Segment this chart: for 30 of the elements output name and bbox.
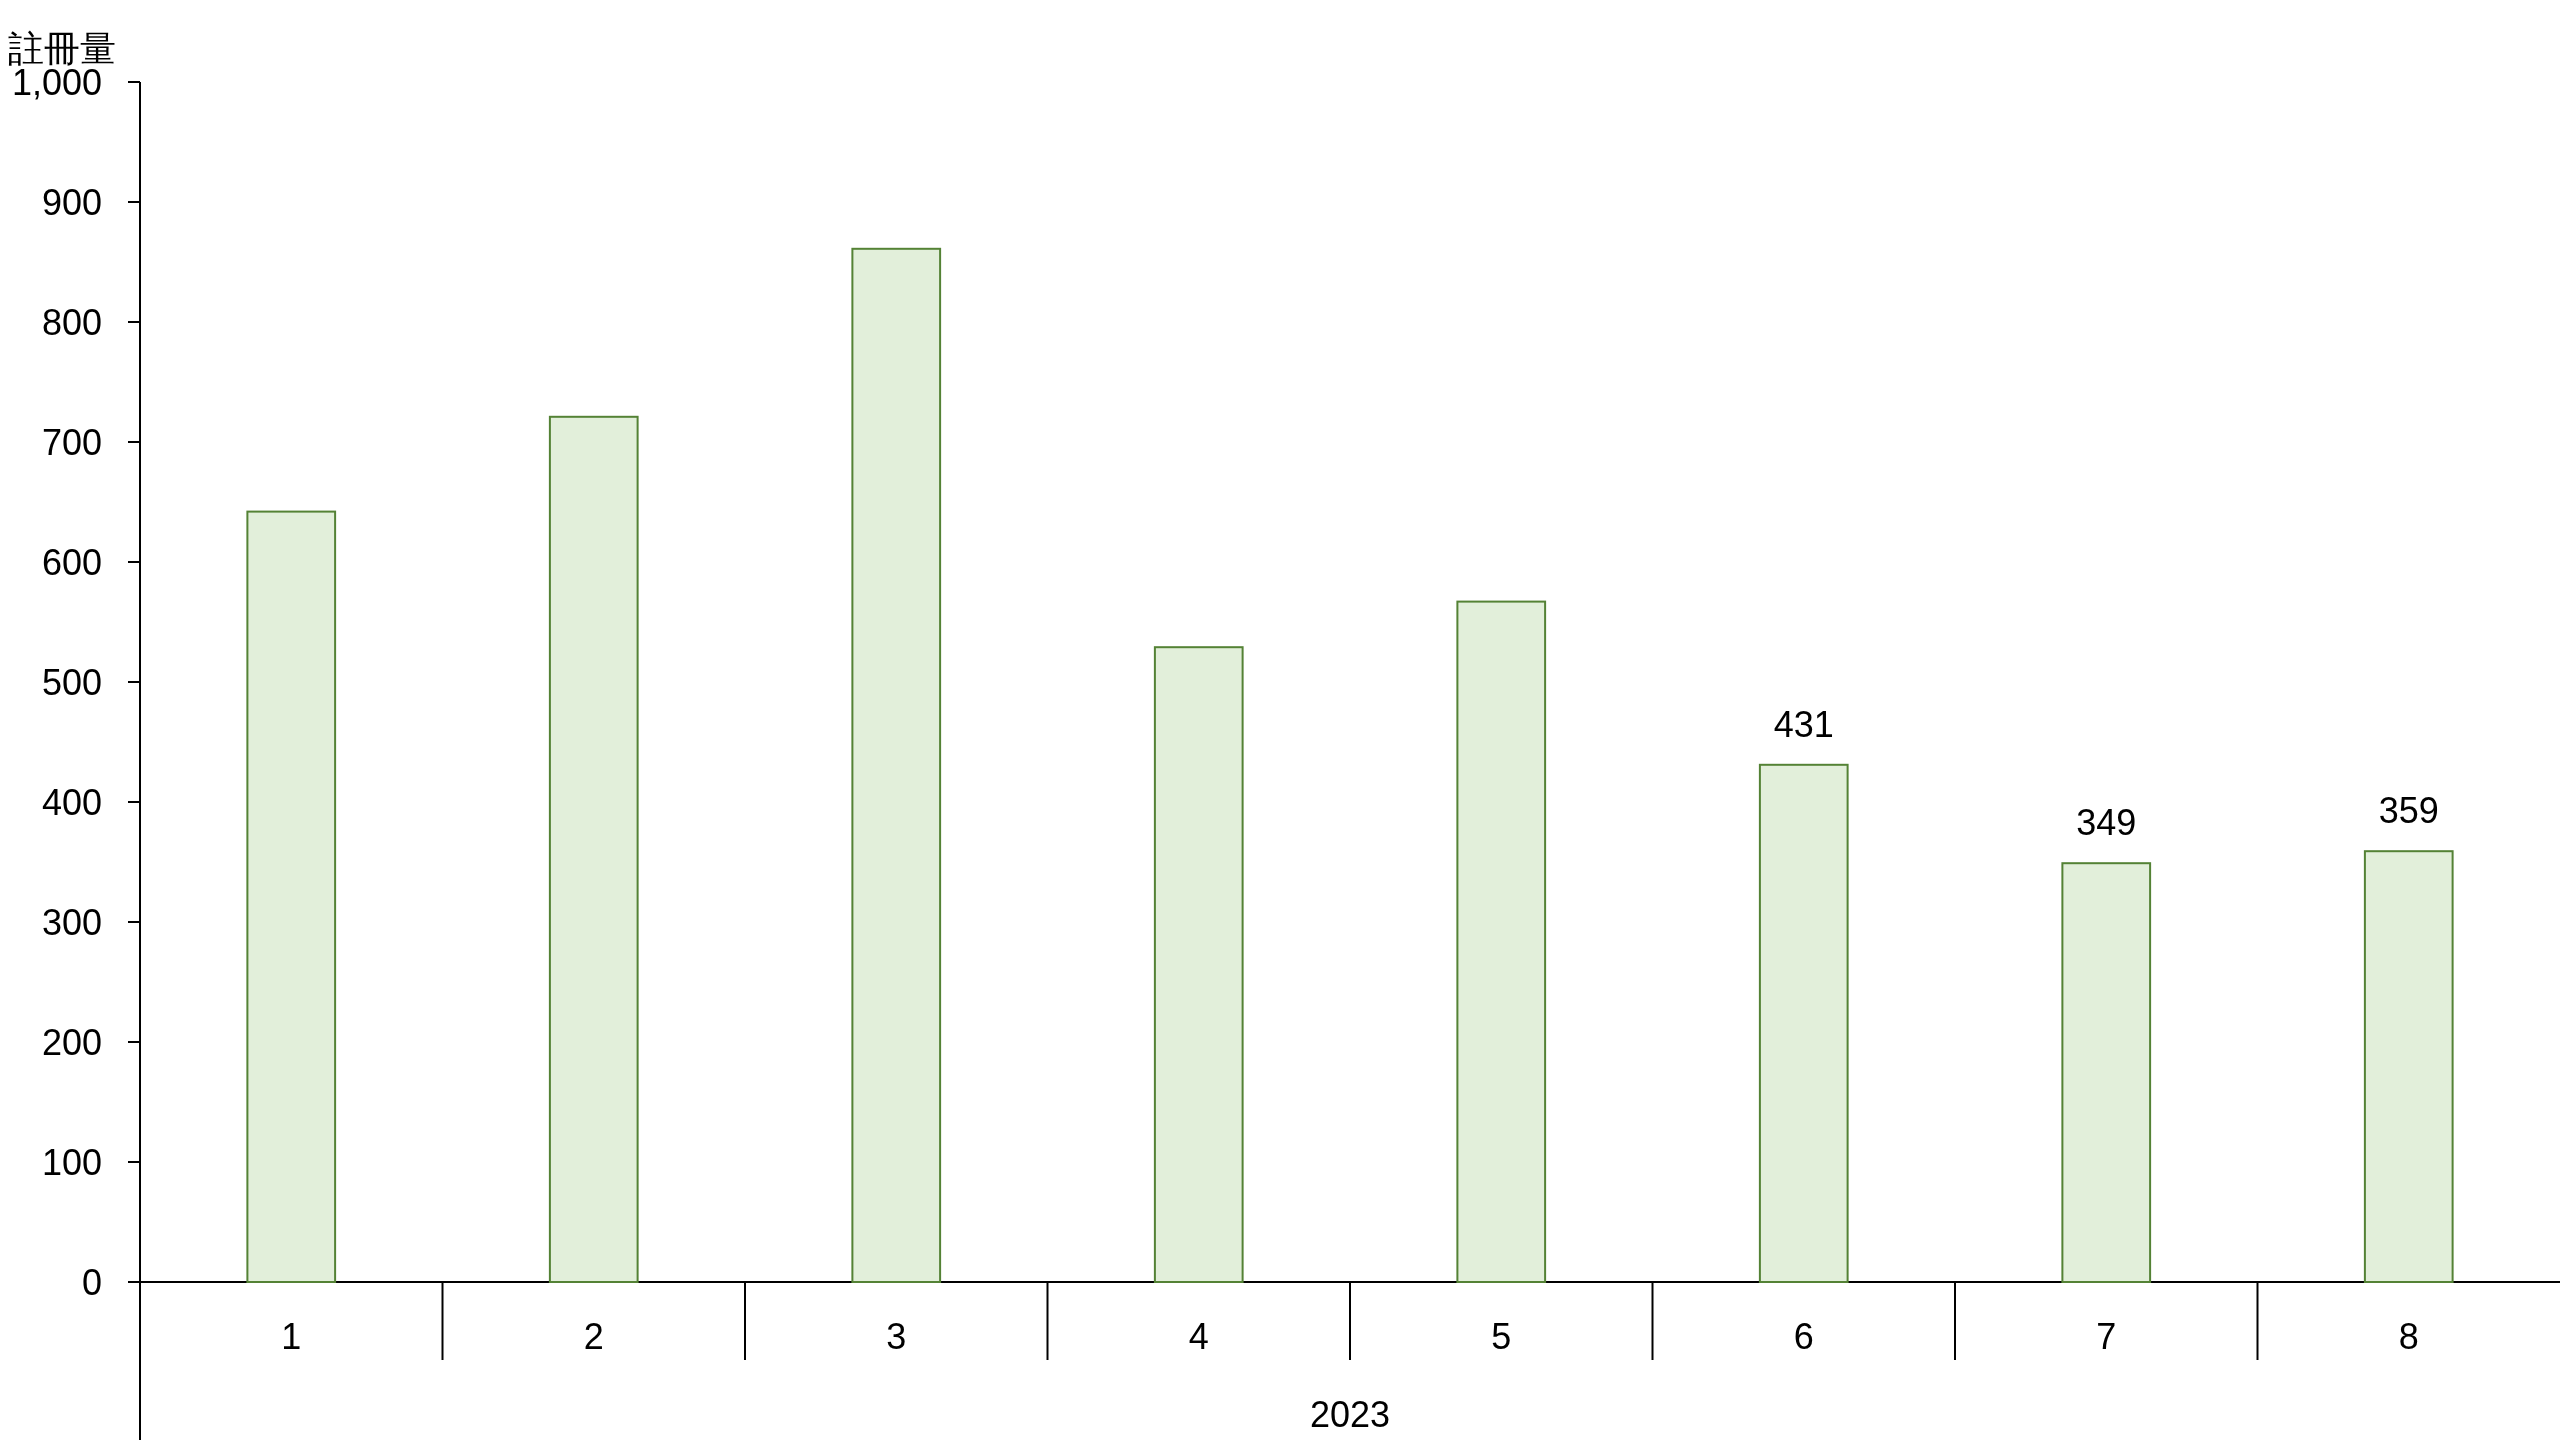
bar bbox=[548, 415, 639, 1283]
bar bbox=[1456, 600, 1547, 1283]
x-tick-label: 5 bbox=[1491, 1315, 1512, 1357]
bar bbox=[851, 247, 942, 1283]
data-label: 431 bbox=[1773, 703, 1834, 745]
y-tick-label: 700 bbox=[41, 421, 102, 463]
y-tick-label: 500 bbox=[41, 661, 102, 703]
x-tick-label: 7 bbox=[2096, 1315, 2117, 1357]
bar bbox=[2061, 862, 2152, 1283]
bar bbox=[2363, 850, 2454, 1283]
x-axis-title: 2023 bbox=[1309, 1393, 1391, 1435]
x-tick-label: 1 bbox=[281, 1315, 302, 1357]
bar bbox=[1758, 763, 1849, 1283]
y-tick-label: 200 bbox=[41, 1021, 102, 1063]
x-tick-label: 8 bbox=[2398, 1315, 2419, 1357]
y-tick-label: 400 bbox=[41, 781, 102, 823]
x-tick-label: 6 bbox=[1793, 1315, 1814, 1357]
data-label: 349 bbox=[2076, 802, 2137, 844]
y-tick-label: 900 bbox=[41, 181, 102, 223]
bar bbox=[246, 510, 337, 1283]
y-tick-label: 800 bbox=[41, 301, 102, 343]
y-tick-label: 100 bbox=[41, 1141, 102, 1183]
data-label: 359 bbox=[2378, 790, 2439, 832]
y-tick-label: 600 bbox=[41, 541, 102, 583]
y-tick-label: 300 bbox=[41, 901, 102, 943]
bar bbox=[1153, 646, 1244, 1283]
x-tick-label: 4 bbox=[1188, 1315, 1209, 1357]
x-tick-label: 2 bbox=[583, 1315, 604, 1357]
x-tick-label: 3 bbox=[886, 1315, 907, 1357]
y-tick-label: 0 bbox=[81, 1261, 102, 1303]
